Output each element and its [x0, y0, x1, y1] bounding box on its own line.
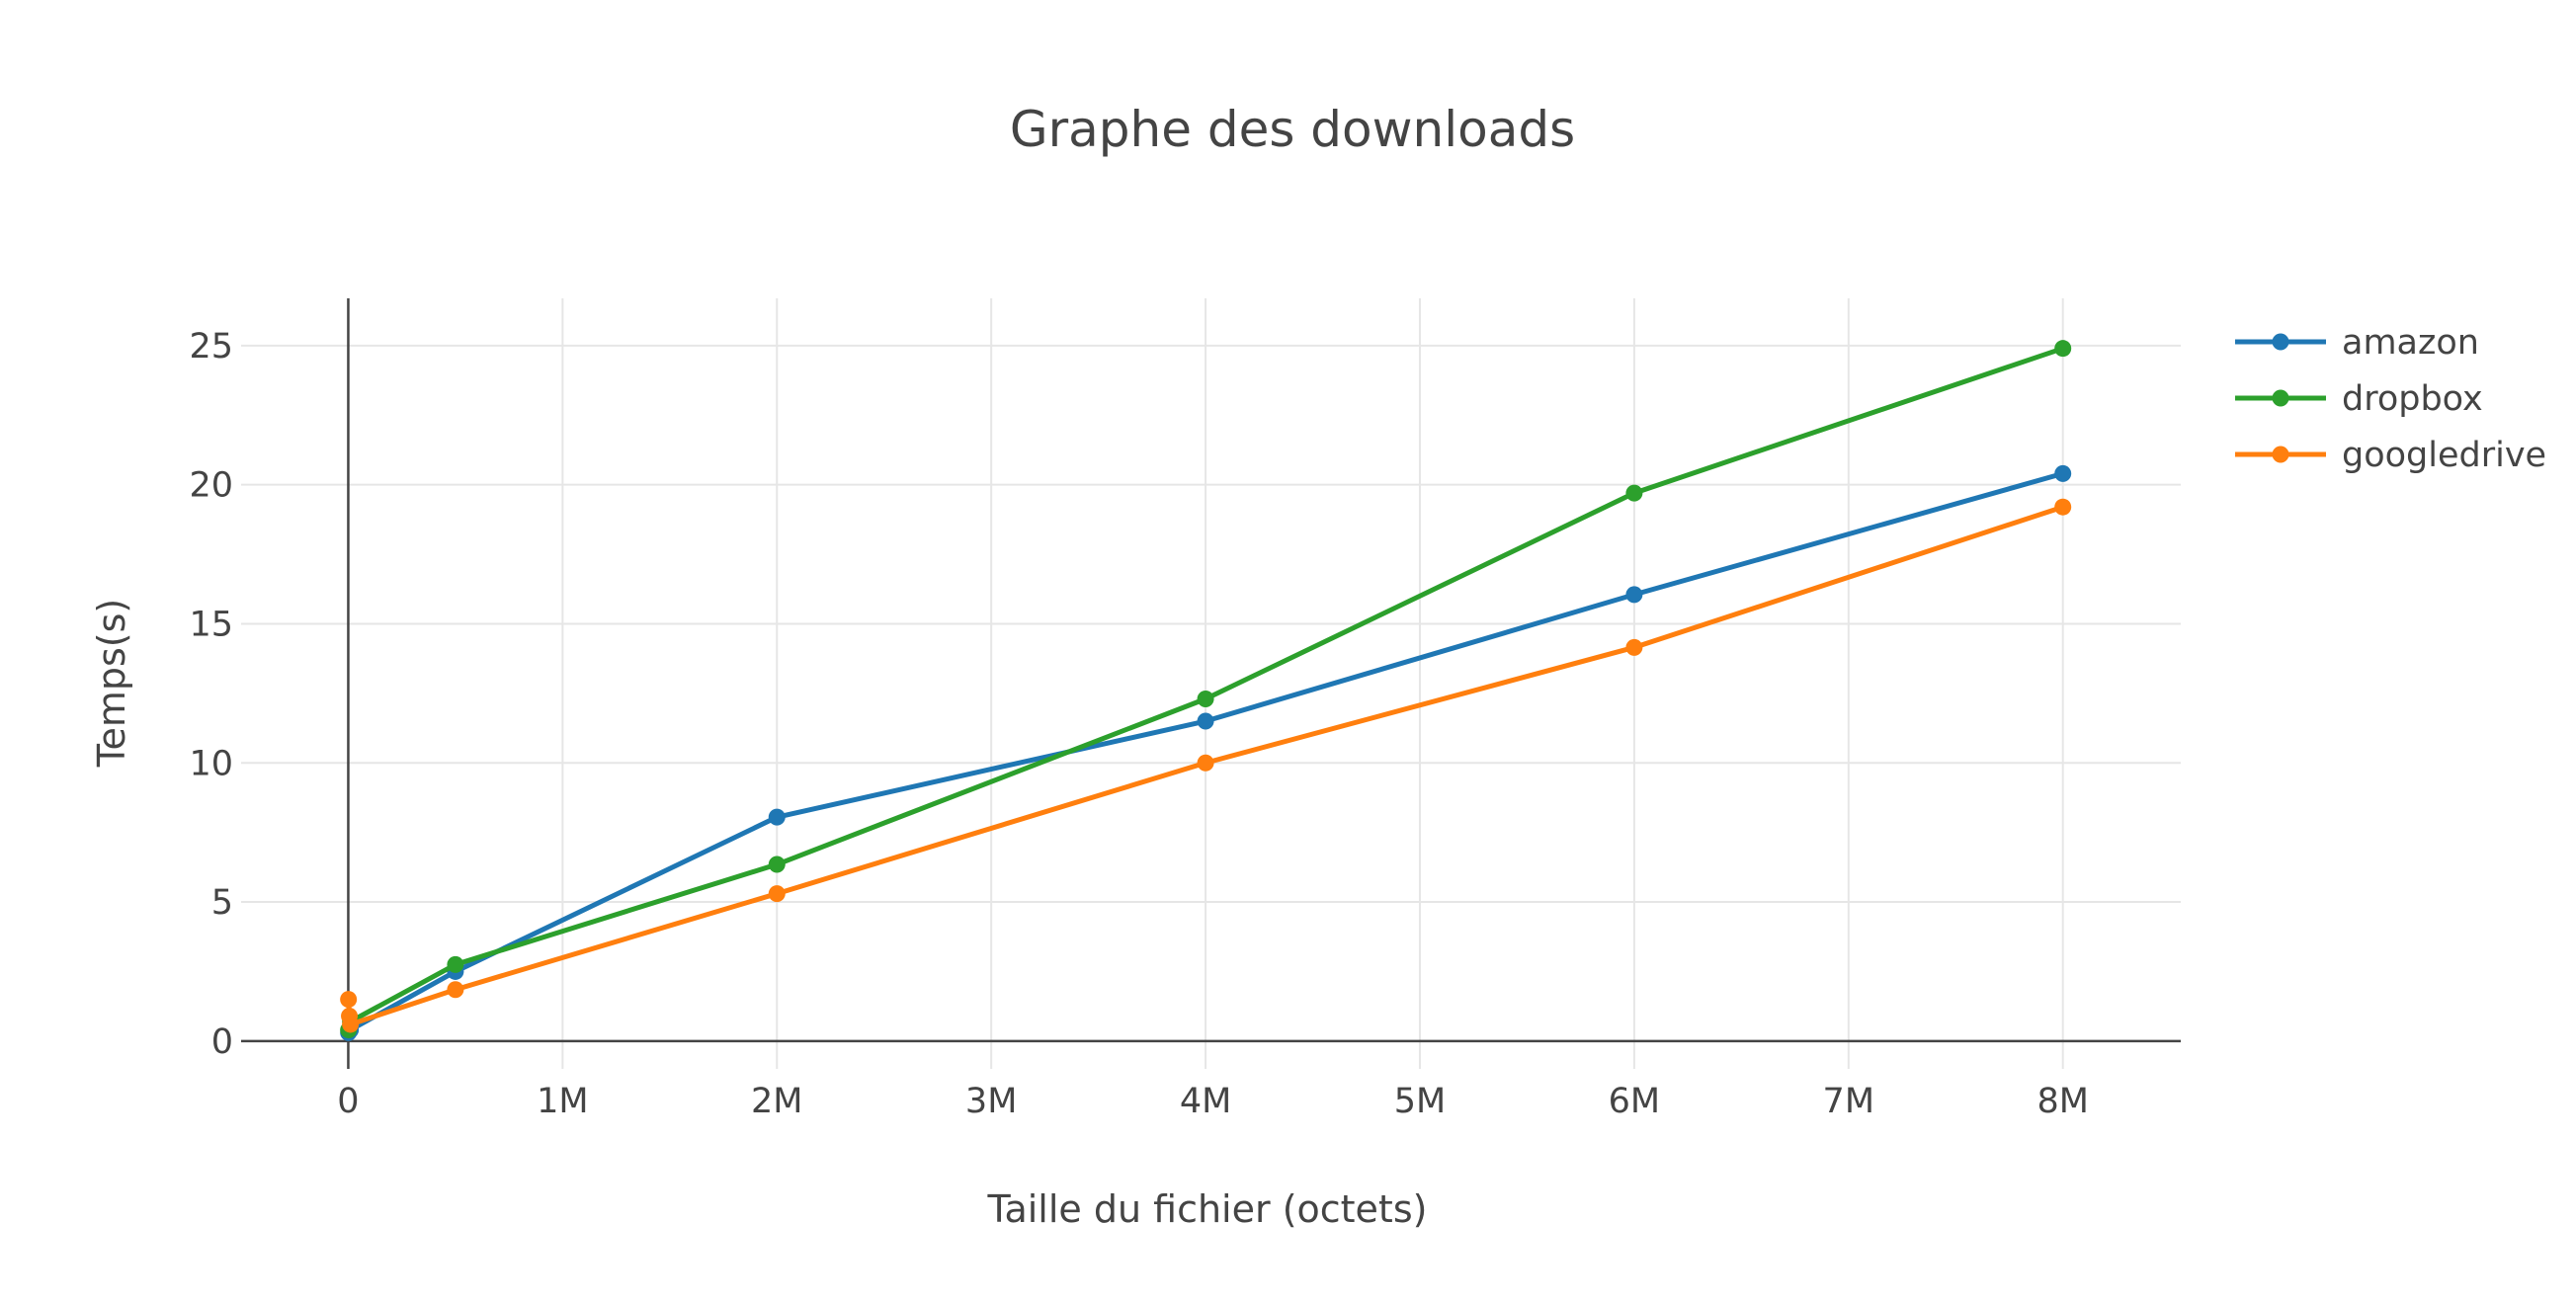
x-tick-label: 5M — [1394, 1082, 1446, 1121]
legend-label: googledrive — [2342, 436, 2546, 475]
data-point-googledrive — [768, 885, 786, 903]
data-point-dropbox — [1197, 690, 1214, 707]
series-googledrive — [340, 498, 2072, 1033]
x-tick-label: 8M — [2036, 1082, 2088, 1121]
axes — [241, 298, 2181, 1069]
y-tick-label: 5 — [211, 883, 233, 923]
data-point-dropbox — [768, 856, 786, 873]
grid — [241, 298, 2181, 1069]
data-point-dropbox — [2054, 340, 2072, 358]
x-tick-label: 3M — [965, 1082, 1017, 1121]
legend-item-googledrive[interactable]: googledrive — [2235, 436, 2546, 475]
legend-label: amazon — [2342, 323, 2479, 363]
data-point-dropbox — [447, 955, 464, 973]
legend-marker — [2272, 446, 2289, 463]
legend-label: dropbox — [2342, 379, 2483, 419]
x-axis-title: Taille du fichier (octets) — [987, 1187, 1428, 1231]
y-tick-label: 20 — [189, 466, 233, 506]
data-point-amazon — [2054, 464, 2072, 482]
data-point-googledrive — [342, 1016, 360, 1033]
chart-title: Graphe des downloads — [1010, 101, 1575, 158]
x-tick-label: 1M — [537, 1082, 588, 1121]
legend-marker — [2272, 389, 2289, 407]
data-point-amazon — [1197, 712, 1214, 730]
y-tick-label: 10 — [189, 744, 233, 783]
x-tick-label: 4M — [1180, 1082, 1231, 1121]
x-tick-label: 7M — [1823, 1082, 1874, 1121]
legend-marker — [2272, 333, 2289, 351]
x-tick-label: 2M — [751, 1082, 802, 1121]
legend-item-dropbox[interactable]: dropbox — [2235, 379, 2483, 419]
data-point-dropbox — [1625, 484, 1643, 502]
tick-labels: 0 1M 2M 3M 4M 5M 6M 7M 8M 0 5 10 15 20 25 — [189, 327, 2088, 1121]
data-point-amazon — [1625, 586, 1643, 604]
y-axis-title: Temps(s) — [90, 599, 133, 769]
legend: amazon dropbox googledrive — [2235, 323, 2546, 475]
data-point-googledrive — [447, 981, 464, 999]
data-point-googledrive — [2054, 498, 2072, 516]
y-tick-label: 0 — [211, 1022, 233, 1062]
y-tick-label: 25 — [189, 327, 233, 367]
series-group — [340, 340, 2072, 1041]
x-tick-label: 6M — [1609, 1082, 1660, 1121]
data-point-amazon — [768, 808, 786, 826]
data-point-googledrive — [1197, 754, 1214, 772]
legend-item-amazon[interactable]: amazon — [2235, 323, 2479, 363]
x-tick-label: 0 — [337, 1082, 359, 1121]
y-tick-label: 15 — [189, 605, 233, 644]
data-point-googledrive — [1625, 638, 1643, 656]
data-point-googledrive — [340, 991, 358, 1009]
